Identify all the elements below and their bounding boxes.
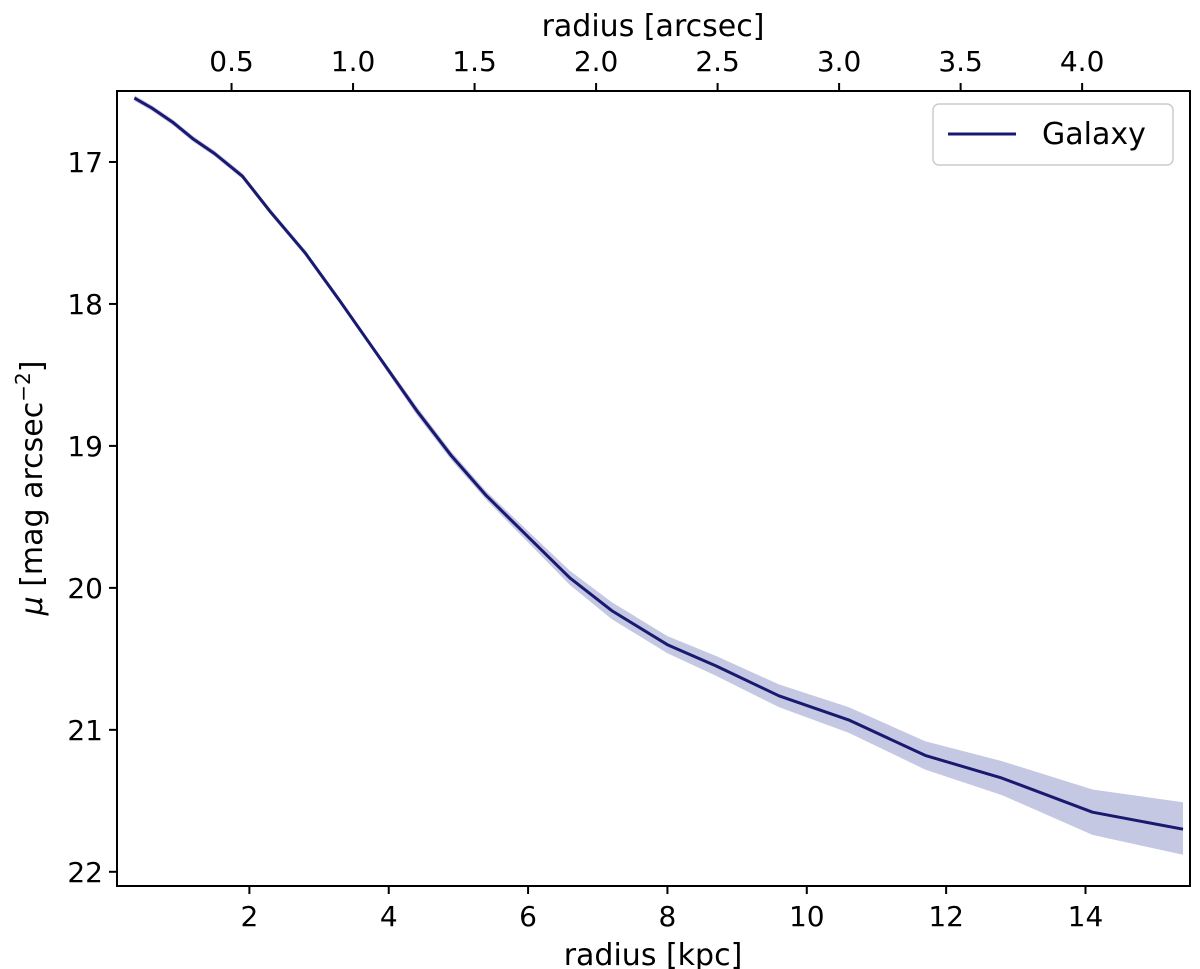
y-tick-label: 17	[67, 146, 103, 179]
top-x-tick-label: 3.5	[938, 45, 983, 78]
top-x-tick-label: 4.0	[1060, 45, 1105, 78]
top-x-tick-label: 1.5	[452, 45, 497, 78]
uncertainty-band-galaxy	[134, 95, 1183, 855]
y-axis-label-symbol: μ	[15, 596, 50, 616]
legend: Galaxy	[932, 103, 1174, 166]
x-axis-label: radius [kpc]	[564, 938, 743, 969]
top-x-tick-label: 3.0	[817, 45, 862, 78]
x-tick-label: 14	[1068, 900, 1104, 933]
top-x-axis: 0.5 1.0 1.5 2.0 2.5 3.0 3.5 4.0	[209, 45, 1104, 91]
x-tick-label: 4	[380, 900, 398, 933]
profile-line-layer	[133, 96, 1184, 831]
x-tick-label: 8	[659, 900, 677, 933]
plot-frame	[116, 90, 1191, 887]
top-x-tick-label: 1.0	[331, 45, 376, 78]
series-line-galaxy	[133, 96, 1184, 831]
top-x-axis-label: radius [arcsec]	[542, 9, 765, 44]
y-tick-label: 21	[67, 714, 103, 747]
legend-box	[932, 103, 1174, 166]
y-axis-label-unit: [mag arcsec	[15, 402, 50, 597]
y-axis-label-close: ]	[15, 361, 50, 373]
legend-label-galaxy: Galaxy	[1042, 117, 1146, 152]
x-tick-label: 12	[928, 900, 964, 933]
left-y-axis: 17 18 19 20 21 22	[67, 146, 117, 889]
x-tick-label: 2	[240, 900, 258, 933]
top-x-tick-label: 2.5	[695, 45, 740, 78]
bottom-x-axis: 2 4 6 8 10 12 14	[240, 886, 1103, 933]
y-tick-label: 19	[67, 430, 103, 463]
y-axis-label: μ [mag arcsec−2]	[11, 361, 50, 617]
x-tick-label: 10	[789, 900, 825, 933]
top-x-tick-label: 2.0	[574, 45, 619, 78]
uncertainty-band-layer	[134, 95, 1183, 855]
y-tick-label: 22	[67, 856, 103, 889]
x-tick-label: 6	[519, 900, 537, 933]
y-axis-label-exponent: −2	[11, 372, 35, 401]
y-tick-label: 20	[67, 572, 103, 605]
y-tick-label: 18	[67, 288, 103, 321]
top-x-tick-label: 0.5	[209, 45, 254, 78]
